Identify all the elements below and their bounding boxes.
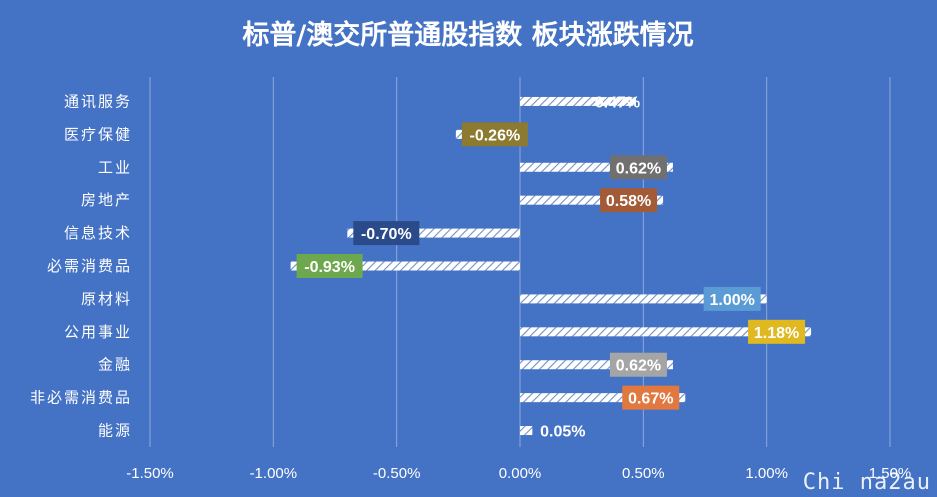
data-label-box: [353, 221, 420, 246]
data-label-box: [703, 286, 761, 311]
data-label-box: [622, 385, 680, 410]
x-tick-label: -1.50%: [126, 465, 174, 482]
data-label: 0.47%: [595, 94, 640, 111]
x-tick-label: 1.50%: [869, 465, 912, 482]
category-label: 工业: [98, 158, 132, 176]
bar: [520, 96, 636, 106]
bar: [520, 426, 533, 436]
x-tick-label: -0.50%: [373, 465, 421, 482]
category-label: 信息技术: [64, 224, 132, 242]
data-label: 0.62%: [616, 358, 661, 375]
x-tick-label: 0.50%: [622, 465, 665, 482]
data-label: 1.00%: [709, 292, 754, 309]
category-label: 通讯服务: [64, 92, 132, 110]
category-label: 能源: [98, 422, 132, 440]
data-label: 0.67%: [628, 391, 673, 408]
data-label-box: [600, 188, 658, 213]
data-label: 1.18%: [754, 325, 799, 342]
category-label: 必需消费品: [47, 257, 132, 275]
category-label: 非必需消费品: [30, 389, 132, 407]
bar: [520, 327, 812, 337]
bar: [520, 294, 767, 304]
bar: [347, 228, 520, 238]
watermark: Chi na2au: [802, 470, 931, 495]
data-label-box: [461, 122, 528, 147]
category-label: 原材料: [81, 290, 132, 308]
x-tick-label: -1.00%: [250, 465, 298, 482]
bar: [520, 162, 673, 172]
data-label-box: [748, 319, 806, 344]
x-tick-label: 1.00%: [745, 465, 788, 482]
bar: [520, 393, 686, 403]
bar: [520, 195, 664, 205]
bar: [290, 261, 520, 271]
bar: [520, 360, 673, 370]
data-label: -0.26%: [470, 127, 521, 144]
data-label-box: [609, 352, 667, 377]
data-label: -0.93%: [304, 259, 355, 276]
category-label: 医疗保健: [64, 125, 132, 143]
x-tick-label: 0.00%: [499, 465, 542, 482]
data-label: -0.70%: [361, 226, 412, 243]
category-label: 金融: [98, 356, 132, 374]
data-label: 0.62%: [616, 160, 661, 177]
category-label: 房地产: [81, 191, 132, 209]
data-label-box: [296, 254, 363, 278]
data-label: 0.58%: [606, 193, 651, 210]
bars: 0.47% -0.26% 0.62% 0.58% -0.70% -0.93% 1.00%1.…: [290, 94, 812, 441]
data-label-box: [609, 155, 667, 180]
category-label: 公用事业: [64, 323, 132, 341]
chart-title: 标普/澳交所普通股指数 板块涨跌情况: [242, 19, 693, 51]
data-label: 0.05%: [540, 424, 585, 441]
x-tick-labels: -1.50% -1.00% -0.50% 0.00% 0.50% 1.00% 1.50%: [126, 465, 911, 482]
